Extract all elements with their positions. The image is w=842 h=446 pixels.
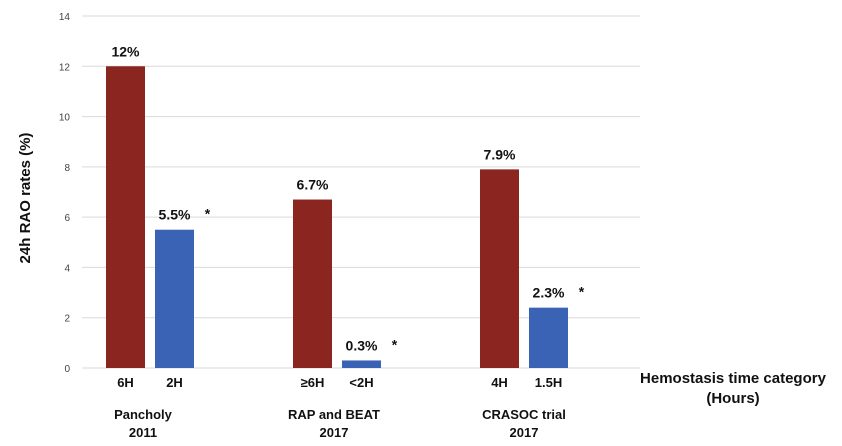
bar-short (342, 360, 381, 368)
y-tick-label: 4 (64, 263, 70, 274)
bar-long (106, 66, 145, 369)
bar-category-label: 6H (117, 375, 134, 390)
data-label: 12% (111, 43, 140, 59)
group-label: 2011 (129, 425, 157, 440)
bars (106, 66, 568, 369)
bar-category-label: 4H (491, 375, 508, 390)
x-axis-title: Hemostasis time category (Hours) (640, 370, 827, 407)
bar-long (480, 169, 519, 368)
group-label: 2017 (510, 425, 539, 440)
bar-short (529, 307, 568, 368)
bar-category-label: <2H (349, 375, 373, 390)
data-label: 6.7% (297, 177, 329, 193)
y-tick-label: 14 (59, 12, 71, 23)
group-label: 2017 (320, 425, 349, 440)
bar-short (155, 229, 194, 368)
y-tick-label: 0 (64, 364, 70, 375)
y-axis-title: 24h RAO rates (%) (17, 133, 34, 264)
data-label: 5.5% (159, 207, 191, 223)
data-label: 0.3% (346, 337, 378, 353)
y-tick-label: 8 (64, 163, 70, 174)
bar-category-labels: 6H 2H ≥6H <2H 4H 1.5H (117, 375, 562, 390)
y-tick-label: 12 (59, 62, 71, 73)
data-label: 2.3% (533, 285, 565, 301)
significance-marker: * (205, 206, 211, 222)
bar-category-label: 1.5H (535, 375, 562, 390)
group-label: RAP and BEAT (288, 407, 380, 422)
group-label: CRASOC trial (482, 407, 566, 422)
x-axis-title-line: Hemostasis time category (640, 370, 827, 387)
x-axis-title-line: (Hours) (706, 390, 759, 407)
y-tick-label: 10 (59, 113, 71, 124)
data-label: 7.9% (484, 146, 516, 162)
bar-long (293, 199, 332, 368)
bar-category-label: 2H (166, 375, 183, 390)
bar-category-label: ≥6H (301, 375, 325, 390)
group-label: Pancholy (114, 407, 173, 422)
y-tick-label: 6 (64, 213, 70, 224)
significance-marker: * (579, 284, 585, 300)
y-tick-label: 2 (64, 314, 70, 325)
significance-marker: * (392, 336, 398, 352)
group-labels: Pancholy 2011 RAP and BEAT 2017 CRASOC trial… (114, 407, 566, 440)
data-labels: 12% 5.5% * 6.7% 0.3% * 7.9% 2.3% * (111, 43, 584, 353)
y-axis-ticks: 0 2 4 6 8 10 12 14 (59, 12, 71, 375)
